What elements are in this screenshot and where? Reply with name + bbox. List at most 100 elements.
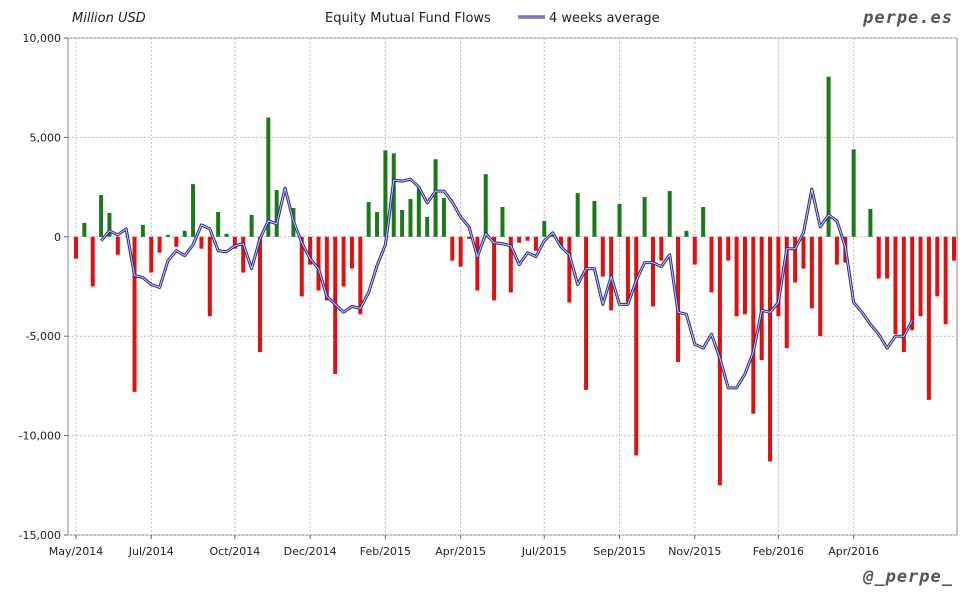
bar-outflow [492,236,497,301]
bar-outflow [308,236,313,265]
bar-outflow [341,236,346,287]
bar-outflow [149,236,154,273]
bar-outflow [174,236,179,247]
average-line-core [100,178,913,389]
bar-inflow [416,187,421,237]
bar-outflow [257,236,262,353]
bar-outflow [768,236,773,462]
bar-outflow [475,236,480,291]
bar-inflow [99,195,104,237]
bar-outflow [324,236,329,301]
bar-inflow [383,150,388,237]
bar-outflow [952,236,956,261]
bar-outflow [759,236,764,361]
bar-outflow [525,236,530,241]
bar-inflow [684,230,689,237]
bar-outflow [558,236,563,247]
chart-title: Equity Mutual Fund Flows [325,11,491,26]
bar-inflow [140,224,145,237]
bar-outflow [918,236,923,317]
bar-inflow [425,216,430,237]
bar-outflow [742,236,747,315]
bar-outflow [450,236,455,261]
bar-outflow [676,236,681,363]
bar-inflow [483,174,488,237]
bar-outflow [659,236,664,261]
bar-inflow [408,199,413,237]
x-tick-label: Jul/2015 [521,545,567,558]
bar-inflow [375,211,380,237]
bar-outflow [692,236,697,265]
bar-inflow [868,208,873,237]
bar-outflow [316,236,321,291]
bar-outflow [199,236,204,249]
bar-outflow [358,236,363,315]
y-tick-label: -5,000 [26,330,61,343]
x-tick-label: Jul/2014 [128,545,174,558]
bar-outflow [232,236,237,249]
bar-outflow [567,236,572,303]
bar-inflow [542,220,547,237]
bar-inflow [851,149,856,237]
x-tick-label: Apr/2016 [828,545,879,558]
bar-outflow [508,236,513,293]
x-tick-label: May/2014 [49,545,103,558]
bar-inflow [266,117,271,237]
average-line-layer [99,177,914,390]
bar-outflow [818,236,823,337]
bar-outflow [809,236,814,309]
bar-outflow [650,236,655,307]
bar-outflow [609,236,614,311]
bar-outflow [625,236,630,303]
bar-outflow [793,236,798,283]
bar-inflow [433,159,438,237]
bar-inflow [107,212,112,237]
bar-outflow [115,236,120,255]
bar-inflow [592,201,597,237]
bar-outflow [893,236,898,335]
bar-outflow [901,236,906,353]
x-tick-label: Feb/2015 [360,545,411,558]
bar-inflow [366,202,371,237]
bar-outflow [634,236,639,456]
bar-outflow [90,236,95,287]
bar-outflow [876,236,881,279]
x-tick-label: Oct/2014 [210,545,261,558]
bar-outflow [726,236,731,261]
bar-outflow [157,236,162,253]
bar-outflow [784,236,789,349]
bar-outflow [834,236,839,265]
bar-inflow [249,214,254,237]
bar-outflow [801,236,806,269]
bar-inflow [400,209,405,237]
x-tick-label: Dec/2014 [284,545,337,558]
brand-watermark-bottom: @_perpe_ [862,567,953,587]
bar-outflow [299,236,304,297]
bar-inflow [441,198,446,237]
x-tick-label: Nov/2015 [668,545,721,558]
bar-inflow [224,233,229,237]
bar-outflow [533,236,538,251]
bar-inflow [642,197,647,237]
bar-inflow [216,211,221,237]
y-tick-label: 5,000 [30,131,62,144]
bar-outflow [776,236,781,317]
average-line [99,177,914,390]
grid-layer [67,37,958,536]
bar-inflow [191,184,196,237]
bar-inflow [701,206,706,237]
bar-outflow [600,236,605,277]
bar-inflow [182,230,187,237]
bar-outflow [517,236,522,243]
axis-layer: 10,000 5,000 0 -5,000 -10,000 -15,000 May/2014… [19,32,879,558]
x-tick-label: Sep/2015 [593,545,645,558]
bar-outflow [74,236,78,259]
bar-outflow [910,236,915,331]
bar-outflow [349,236,354,269]
bar-outflow [207,236,212,317]
bar-outflow [584,236,589,390]
bar-inflow [667,191,672,237]
bar-inflow [500,206,505,237]
